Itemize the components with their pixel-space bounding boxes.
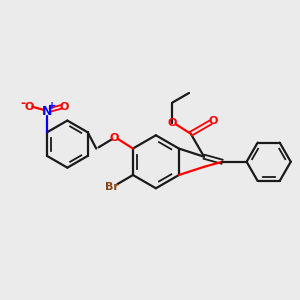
Text: O: O: [60, 102, 69, 112]
Text: O: O: [110, 133, 119, 143]
Text: O: O: [168, 118, 177, 128]
Text: Br: Br: [105, 182, 119, 192]
Text: O: O: [208, 116, 218, 126]
Text: N: N: [42, 105, 52, 118]
Text: -: -: [20, 97, 26, 110]
Text: O: O: [24, 102, 33, 112]
Text: +: +: [48, 101, 56, 111]
